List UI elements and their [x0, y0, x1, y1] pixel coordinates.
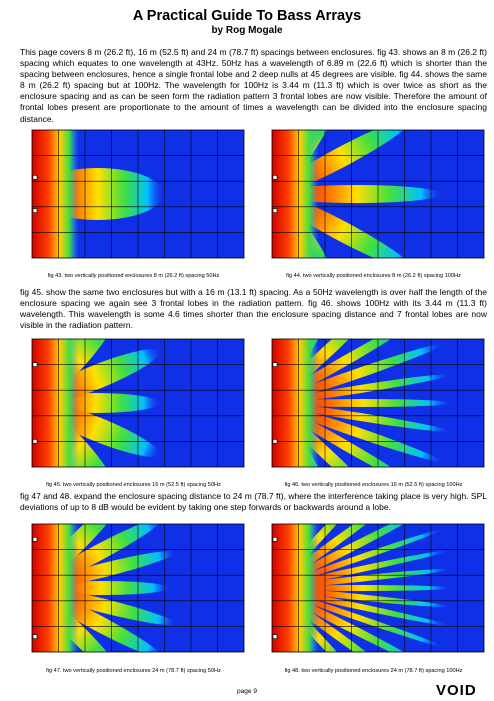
- author: by Rog Mogale: [211, 25, 283, 36]
- source-marker: [32, 439, 38, 444]
- title: A Practical Guide To Bass Arrays: [132, 8, 362, 24]
- source-marker: [272, 208, 278, 213]
- figure-image: [271, 523, 485, 653]
- paragraph: fig 47 and 48. expand the enclosure spac…: [20, 491, 487, 513]
- source-marker: [272, 439, 278, 444]
- near-field: [32, 130, 79, 258]
- near-field: [32, 339, 79, 467]
- figure-image: [31, 129, 245, 259]
- source-marker: [32, 537, 38, 542]
- source-marker: [272, 175, 278, 180]
- caption: fig 44. two vertically positioned enclos…: [286, 273, 461, 279]
- caption: fig 43. two vertically positioned enclos…: [47, 273, 220, 279]
- page-number: page 9: [237, 688, 257, 695]
- plot-frame: [31, 129, 245, 259]
- source-marker: [272, 362, 278, 367]
- caption: fig 45. two vertically positioned enclos…: [46, 482, 221, 488]
- source-marker: [272, 634, 278, 639]
- near-field: [272, 524, 319, 652]
- near-field: [272, 130, 319, 258]
- paragraph: fig 45. show the same two enclosures but…: [20, 287, 487, 331]
- caption: fig 48. two vertically positioned enclos…: [284, 668, 463, 674]
- plot-frame: [31, 338, 245, 468]
- heatmap: [32, 339, 160, 467]
- logo: VOID: [436, 682, 477, 699]
- heatmap: [272, 130, 442, 258]
- heatmap: [32, 524, 177, 652]
- plot-frame: [271, 523, 485, 653]
- figure-image: [31, 523, 245, 653]
- figure-image: [31, 338, 245, 468]
- near-field: [32, 524, 79, 652]
- source-marker: [32, 175, 38, 180]
- figure-image: [271, 338, 485, 468]
- caption: fig 47. two vertically positioned enclos…: [46, 668, 221, 674]
- caption: fig 46. two vertically positioned enclos…: [284, 482, 463, 488]
- near-field: [272, 339, 319, 467]
- source-marker: [272, 537, 278, 542]
- plot-frame: [271, 129, 485, 259]
- source-marker: [32, 362, 38, 367]
- source-marker: [32, 208, 38, 213]
- source-marker: [32, 634, 38, 639]
- paragraph: This page covers 8 m (26.2 ft), 16 m (52…: [20, 47, 487, 124]
- plot-frame: [271, 338, 485, 468]
- figure-image: [271, 129, 485, 259]
- plot-frame: [31, 523, 245, 653]
